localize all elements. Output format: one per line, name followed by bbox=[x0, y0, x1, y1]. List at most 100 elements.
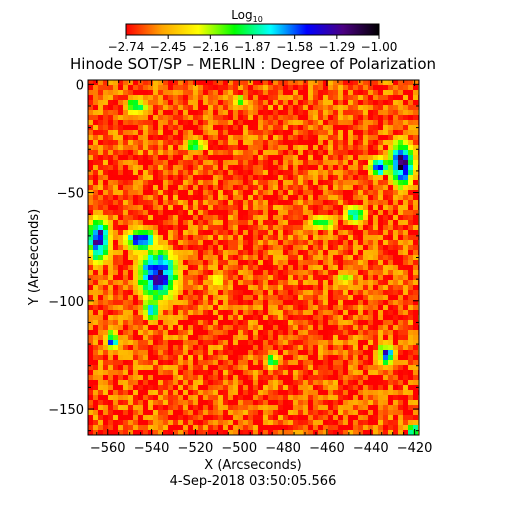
heatmap-cell bbox=[398, 120, 403, 125]
heatmap-cell bbox=[348, 335, 353, 340]
heatmap-cell bbox=[298, 335, 303, 340]
heatmap-cell bbox=[403, 400, 408, 405]
heatmap-cell bbox=[103, 205, 108, 210]
heatmap-cell bbox=[368, 335, 373, 340]
heatmap-cell bbox=[273, 410, 278, 415]
heatmap-cell bbox=[178, 430, 183, 435]
heatmap-cell bbox=[318, 325, 323, 330]
heatmap-cell bbox=[128, 360, 133, 365]
heatmap-cell bbox=[238, 215, 243, 220]
heatmap-cell bbox=[203, 405, 208, 410]
heatmap-cell bbox=[368, 390, 373, 395]
heatmap-cell bbox=[388, 240, 393, 245]
heatmap-cell bbox=[283, 140, 288, 145]
heatmap-cell bbox=[413, 390, 418, 395]
heatmap-cell bbox=[88, 325, 93, 330]
heatmap-cell bbox=[93, 380, 98, 385]
heatmap-cell bbox=[193, 245, 198, 250]
heatmap-cell bbox=[283, 325, 288, 330]
heatmap-cell bbox=[398, 395, 403, 400]
heatmap-cell bbox=[288, 210, 293, 215]
heatmap-cell bbox=[333, 240, 338, 245]
heatmap-cell bbox=[318, 180, 323, 185]
heatmap-cell bbox=[338, 100, 343, 105]
heatmap-cell bbox=[193, 130, 198, 135]
heatmap-cell bbox=[248, 305, 253, 310]
heatmap-cell bbox=[233, 110, 238, 115]
heatmap-cell bbox=[98, 180, 103, 185]
heatmap-cell bbox=[238, 425, 243, 430]
heatmap-cell bbox=[308, 415, 313, 420]
heatmap-cell bbox=[298, 205, 303, 210]
heatmap-cell bbox=[353, 285, 358, 290]
heatmap-cell bbox=[398, 170, 403, 175]
heatmap-cell bbox=[233, 355, 238, 360]
heatmap-cell bbox=[303, 245, 308, 250]
heatmap-cell bbox=[173, 255, 178, 260]
heatmap-cell bbox=[368, 425, 373, 430]
heatmap-cell bbox=[208, 215, 213, 220]
heatmap-cell bbox=[363, 205, 368, 210]
heatmap-cell bbox=[398, 310, 403, 315]
heatmap-cell bbox=[338, 160, 343, 165]
heatmap-cell bbox=[308, 90, 313, 95]
heatmap-cell bbox=[288, 290, 293, 295]
heatmap-cell bbox=[123, 355, 128, 360]
heatmap-cell bbox=[143, 375, 148, 380]
heatmap-cell bbox=[323, 275, 328, 280]
heatmap-cell bbox=[163, 395, 168, 400]
heatmap-cell bbox=[273, 315, 278, 320]
heatmap-cell bbox=[213, 425, 218, 430]
heatmap-cell bbox=[168, 295, 173, 300]
heatmap-cell bbox=[203, 80, 208, 85]
heatmap-cell bbox=[283, 130, 288, 135]
heatmap-cell bbox=[138, 380, 143, 385]
heatmap-cell bbox=[368, 125, 373, 130]
heatmap-cell bbox=[198, 355, 203, 360]
heatmap-cell bbox=[188, 310, 193, 315]
heatmap-cell bbox=[258, 135, 263, 140]
heatmap-cell bbox=[323, 90, 328, 95]
heatmap-cell bbox=[148, 370, 153, 375]
heatmap-cell bbox=[143, 140, 148, 145]
heatmap-cell bbox=[213, 220, 218, 225]
heatmap-cell bbox=[233, 115, 238, 120]
heatmap-cell bbox=[363, 160, 368, 165]
heatmap-cell bbox=[403, 140, 408, 145]
heatmap-cell bbox=[323, 330, 328, 335]
heatmap-cell bbox=[263, 110, 268, 115]
heatmap-cell bbox=[118, 280, 123, 285]
heatmap-cell bbox=[163, 400, 168, 405]
heatmap-cell bbox=[228, 370, 233, 375]
heatmap-cell bbox=[118, 340, 123, 345]
heatmap-cell bbox=[323, 80, 328, 85]
heatmap-cell bbox=[273, 195, 278, 200]
heatmap-cell bbox=[408, 160, 413, 165]
heatmap-cell bbox=[313, 305, 318, 310]
heatmap-cell bbox=[233, 290, 238, 295]
heatmap-cell bbox=[223, 260, 228, 265]
heatmap-cell bbox=[408, 375, 413, 380]
heatmap-cell bbox=[323, 95, 328, 100]
heatmap-cell bbox=[143, 175, 148, 180]
heatmap-cell bbox=[153, 420, 158, 425]
heatmap-cell bbox=[103, 215, 108, 220]
heatmap-cell bbox=[278, 360, 283, 365]
heatmap-cell bbox=[253, 305, 258, 310]
heatmap-cell bbox=[358, 125, 363, 130]
heatmap-cell bbox=[118, 200, 123, 205]
heatmap-cell bbox=[138, 405, 143, 410]
heatmap-cell bbox=[413, 410, 418, 415]
heatmap-cell bbox=[278, 135, 283, 140]
heatmap-cell bbox=[203, 390, 208, 395]
heatmap-cell bbox=[393, 385, 398, 390]
heatmap-cell bbox=[238, 140, 243, 145]
heatmap-cell bbox=[308, 235, 313, 240]
heatmap-cell bbox=[283, 375, 288, 380]
heatmap-cell bbox=[268, 335, 273, 340]
heatmap-cell bbox=[413, 260, 418, 265]
heatmap-cell bbox=[248, 385, 253, 390]
heatmap-cell bbox=[178, 205, 183, 210]
heatmap-cell bbox=[333, 265, 338, 270]
heatmap-cell bbox=[408, 390, 413, 395]
